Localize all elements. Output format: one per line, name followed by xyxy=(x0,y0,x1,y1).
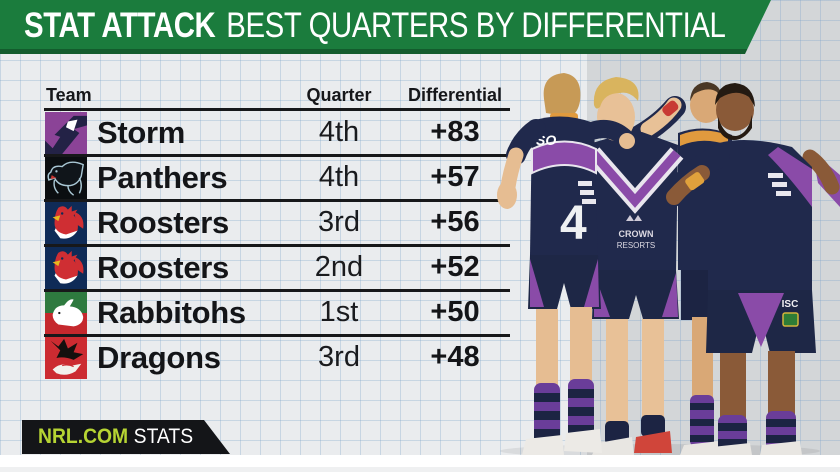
svg-text:RESORTS: RESORTS xyxy=(617,241,656,250)
differential-value: +56 xyxy=(430,206,480,238)
title-banner: STAT ATTACK BEST QUARTERS BY DIFFERENTIAL xyxy=(0,0,771,54)
player-1: SO 4 xyxy=(497,73,635,455)
roosters-logo-icon xyxy=(45,247,87,289)
team-name: Rabbitohs xyxy=(97,295,246,330)
svg-text:4: 4 xyxy=(560,197,587,250)
column-header-team: Team xyxy=(46,85,92,105)
table-row: Roosters 2nd +52 xyxy=(44,247,510,292)
dragons-logo-icon xyxy=(45,337,87,379)
svg-text:CROWN: CROWN xyxy=(619,229,654,239)
page-title: STAT ATTACK BEST QUARTERS BY DIFFERENTIAL xyxy=(24,0,725,50)
differential-value: +50 xyxy=(430,296,480,328)
column-header-differential: Differential xyxy=(407,85,503,105)
team-name: Roosters xyxy=(97,205,229,240)
players-photo: CROWN RESORTS xyxy=(497,73,840,455)
rabbitohs-logo-icon xyxy=(45,292,87,334)
team-name: Roosters xyxy=(97,250,229,285)
quarter-value: 3rd xyxy=(318,206,360,238)
roosters-logo-icon xyxy=(45,202,87,244)
differential-value: +52 xyxy=(430,251,480,283)
svg-text:ISC: ISC xyxy=(782,299,799,310)
bottom-strip xyxy=(0,455,840,472)
title-subtitle: BEST QUARTERS BY DIFFERENTIAL xyxy=(226,6,726,45)
quarter-value: 1st xyxy=(319,296,359,328)
table-row: Roosters 3rd +56 xyxy=(44,202,510,247)
differential-value: +48 xyxy=(430,341,480,373)
team-name: Dragons xyxy=(97,340,221,375)
quarter-value: 4th xyxy=(318,116,360,148)
quarter-value: 4th xyxy=(318,161,360,193)
storm-logo-icon xyxy=(45,112,87,154)
team-name: Storm xyxy=(97,115,186,150)
nrl-stats-logo-text: NRL.COM STATS xyxy=(38,420,193,454)
differential-value: +83 xyxy=(430,116,480,148)
panthers-logo-icon xyxy=(45,157,87,199)
team-name: Panthers xyxy=(97,160,228,195)
column-header-quarter: Quarter xyxy=(306,85,372,105)
table-row: Dragons 3rd +48 xyxy=(44,337,510,382)
quarter-value: 3rd xyxy=(318,341,360,373)
header-underline xyxy=(44,108,510,111)
nrl-com-label: NRL.COM xyxy=(38,425,129,448)
table-row: Storm 4th +83 xyxy=(44,112,510,157)
stats-label: STATS xyxy=(133,425,194,448)
title-stat-attack: STAT ATTACK xyxy=(24,6,216,45)
table-row: Rabbitohs 1st +50 xyxy=(44,292,510,337)
table-row: Panthers 4th +57 xyxy=(44,157,510,202)
nrl-stats-logo: NRL.COM STATS xyxy=(22,420,230,454)
player-4: ISC xyxy=(662,83,840,455)
quarter-value: 2nd xyxy=(314,251,364,283)
differential-value: +57 xyxy=(430,161,480,193)
